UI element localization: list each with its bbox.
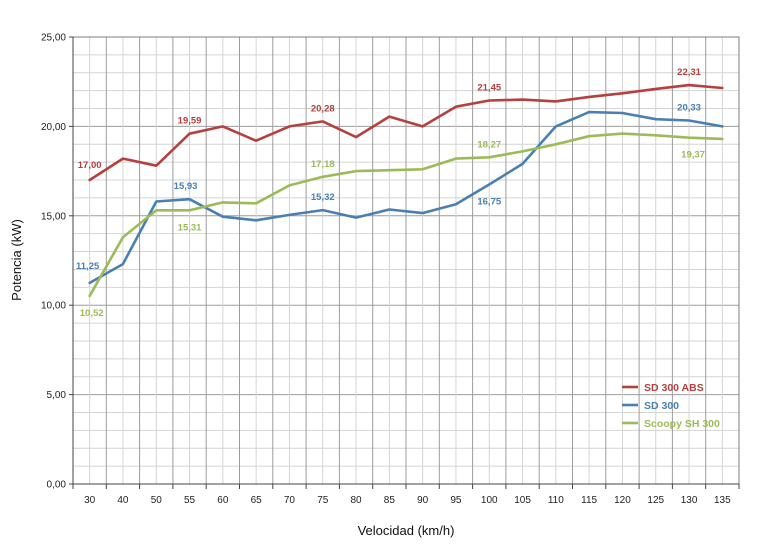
x-tick-label: 115: [581, 495, 597, 506]
legend-label: Scoopy SH 300: [644, 418, 720, 430]
series-line-sd-300: [88, 110, 724, 285]
x-axis-ticks: 30 40 50 55 60 65 70 75 80 85 90 95 100 105 110 115 120 1…: [72, 484, 740, 506]
data-label: 16,75: [477, 197, 501, 208]
data-label: 19,59: [178, 116, 202, 127]
x-tick-label: 85: [384, 495, 396, 506]
legend-label: SD 300: [644, 400, 679, 412]
x-tick-label: 60: [217, 495, 229, 506]
x-tick-label: 55: [184, 495, 196, 506]
legend-label: SD 300 ABS: [644, 382, 704, 394]
x-tick-label: 110: [548, 495, 564, 506]
series-line-sd-300-abs: [88, 83, 724, 182]
series-group: [88, 83, 724, 298]
x-tick-label: 130: [681, 495, 698, 506]
data-label: 11,25: [76, 261, 100, 272]
data-label: 15,31: [178, 222, 202, 233]
legend: SD 300 ABS SD 300 Scoopy SH 300: [622, 382, 720, 430]
x-tick-label: 40: [117, 495, 129, 506]
data-label: 10,52: [80, 308, 104, 319]
data-label: 18,27: [477, 139, 501, 150]
y-tick-label: 15,00: [41, 211, 66, 222]
grid: [73, 36, 739, 484]
y-tick-label: 25,00: [41, 33, 66, 44]
x-tick-label: 65: [251, 495, 263, 506]
y-tick-label: 5,00: [47, 390, 67, 401]
y-tick-label: 20,00: [41, 122, 66, 133]
y-axis-ticks: 0,00 5,00 10,00 15,00 20,00 25,00: [41, 33, 73, 491]
x-tick-label: 125: [647, 495, 664, 506]
data-label: 21,45: [477, 82, 501, 93]
x-tick-label: 95: [450, 495, 462, 506]
data-label: 17,00: [78, 160, 102, 171]
x-tick-label: 105: [514, 495, 531, 506]
data-label: 20,33: [677, 102, 701, 113]
data-label: 17,18: [311, 159, 335, 170]
data-labels: 17,00 19,59 20,28 21,45 22,31 11,25 15,93 15,32…: [76, 67, 705, 319]
data-label: 15,32: [311, 192, 335, 203]
data-label: 20,28: [311, 103, 335, 114]
x-tick-label: 50: [151, 495, 163, 506]
x-tick-label: 80: [350, 495, 362, 506]
data-label: 15,93: [174, 181, 198, 192]
x-tick-label: 30: [84, 495, 96, 506]
x-tick-label: 100: [481, 495, 498, 506]
series-line-scoopy-sh-300: [88, 132, 724, 298]
x-tick-label: 120: [614, 495, 631, 506]
y-tick-label: 0,00: [47, 480, 67, 491]
x-tick-label: 90: [417, 495, 429, 506]
x-tick-label: 70: [284, 495, 296, 506]
x-axis-title: Velocidad (km/h): [358, 523, 455, 538]
y-axis-title: Potencia (kW): [9, 219, 24, 301]
data-label: 19,37: [681, 150, 705, 161]
x-tick-label: 75: [317, 495, 329, 506]
x-tick-label: 135: [714, 495, 731, 506]
data-label: 22,31: [677, 67, 701, 78]
y-tick-label: 10,00: [41, 301, 66, 312]
